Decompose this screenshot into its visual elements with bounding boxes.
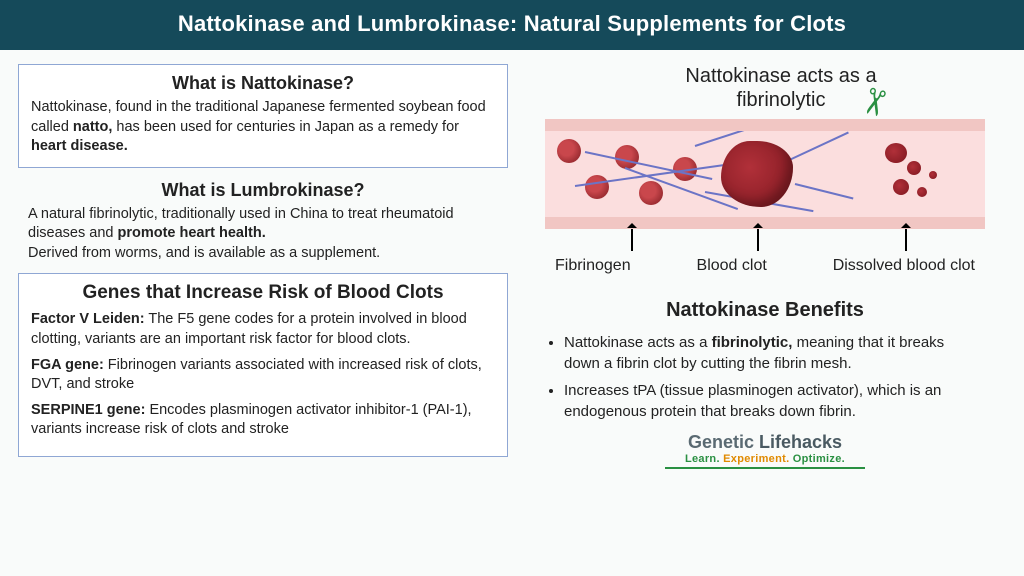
arrow-icon xyxy=(631,229,633,251)
blood-clot xyxy=(721,141,793,207)
nattokinase-text: Nattokinase, found in the traditional Ja… xyxy=(31,98,495,157)
benefit-item: Increases tPA (tissue plasminogen activa… xyxy=(564,380,982,422)
dissolved-clot-piece xyxy=(929,171,937,179)
page-title: Nattokinase and Lumbrokinase: Natural Su… xyxy=(178,11,846,36)
benefit-item: Nattokinase acts as a fibrinolytic, mean… xyxy=(564,332,982,374)
gene-item: SERPINE1 gene: Encodes plasminogen activ… xyxy=(31,401,495,440)
page-title-bar: Nattokinase and Lumbrokinase: Natural Su… xyxy=(0,0,1024,50)
diagram-title: Nattokinase acts as a fibrinolytic xyxy=(556,64,1006,113)
nattokinase-card: What is Nattokinase? Nattokinase, found … xyxy=(18,64,508,168)
diagram-labels: Fibrinogen Blood clot Dissolved blood cl… xyxy=(555,257,975,275)
nattokinase-heading: What is Nattokinase? xyxy=(31,73,495,94)
brand-footer: Genetic Lifehacks Learn. Experiment. Opt… xyxy=(524,432,1006,469)
rbc-icon xyxy=(585,175,609,199)
vessel-diagram: ✂ xyxy=(545,119,985,275)
rbc-icon xyxy=(557,139,581,163)
label-clot: Blood clot xyxy=(697,257,767,275)
dissolved-clot-piece xyxy=(885,143,907,163)
brand-tagline: Learn. Experiment. Optimize. xyxy=(524,453,1006,465)
fibrin-strand xyxy=(785,131,849,162)
genes-card: Genes that Increase Risk of Blood Clots … xyxy=(18,273,508,456)
dissolved-clot-piece xyxy=(917,187,927,197)
lumbrokinase-block: What is Lumbrokinase? A natural fibrinol… xyxy=(18,178,508,274)
dissolved-clot-piece xyxy=(893,179,909,195)
brand-underline xyxy=(665,467,865,469)
label-fibrinogen: Fibrinogen xyxy=(555,257,631,275)
benefits-list: Nattokinase acts as a fibrinolytic, mean… xyxy=(524,332,1006,422)
gene-item: FGA gene: Fibrinogen variants associated… xyxy=(31,356,495,395)
gene-item: Factor V Leiden: The F5 gene codes for a… xyxy=(31,310,495,349)
lumbrokinase-line1: A natural fibrinolytic, traditionally us… xyxy=(28,205,498,244)
left-column: What is Nattokinase? Nattokinase, found … xyxy=(18,64,508,469)
lumbrokinase-heading: What is Lumbrokinase? xyxy=(28,180,498,201)
fibrin-strand xyxy=(795,183,854,199)
rbc-icon xyxy=(639,181,663,205)
arrow-icon xyxy=(757,229,759,251)
blood-vessel xyxy=(545,119,985,229)
benefits-heading: Nattokinase Benefits xyxy=(524,299,1006,322)
rbc-icon xyxy=(615,145,639,169)
right-column: Nattokinase acts as a fibrinolytic ✂ xyxy=(524,64,1016,469)
label-dissolved: Dissolved blood clot xyxy=(833,257,975,275)
genes-heading: Genes that Increase Risk of Blood Clots xyxy=(31,282,495,304)
dissolved-clot-piece xyxy=(907,161,921,175)
lumbrokinase-line2: Derived from worms, and is available as … xyxy=(28,244,498,264)
arrow-icon xyxy=(905,229,907,251)
brand-name: Genetic Lifehacks xyxy=(524,432,1006,453)
main-layout: What is Nattokinase? Nattokinase, found … xyxy=(0,50,1024,475)
